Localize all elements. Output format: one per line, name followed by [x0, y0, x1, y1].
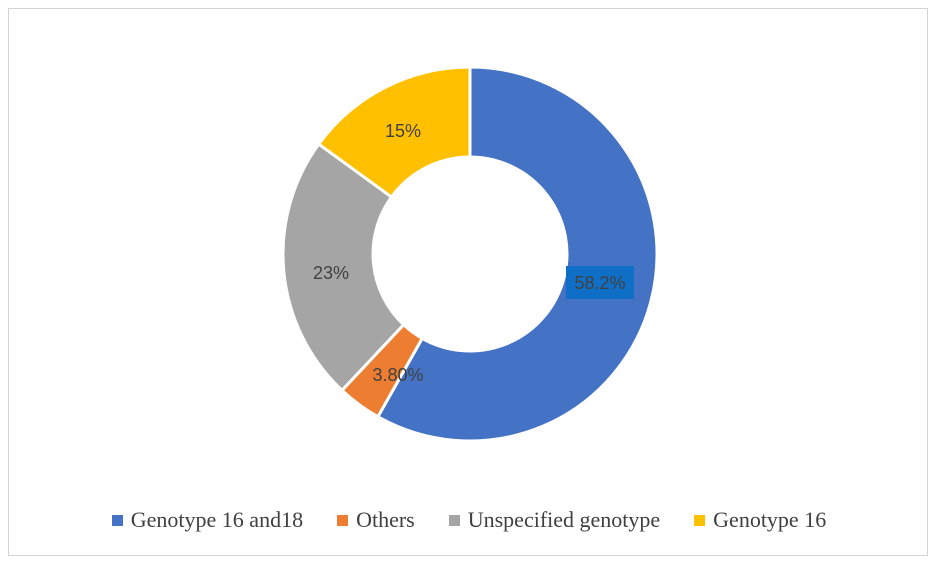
legend-swatch-genotype-16-and18 — [111, 514, 123, 526]
data-label-unspecified-genotype: 23% — [313, 263, 349, 283]
legend: Genotype 16 and18 Others Unspecified genot… — [0, 507, 938, 533]
slice-genotype-16-and18 — [375, 65, 659, 443]
legend-item-genotype-16-and18: Genotype 16 and18 — [111, 507, 304, 533]
legend-item-unspecified-genotype: Unspecified genotype — [448, 507, 661, 533]
data-label-others: 3.80% — [372, 365, 423, 385]
legend-swatch-genotype-16 — [694, 514, 706, 526]
data-label-genotype-16-and18: 58.2% — [574, 273, 625, 293]
slice-genotype-16 — [316, 65, 472, 200]
legend-item-others: Others — [337, 507, 415, 533]
legend-label-others: Others — [356, 507, 415, 532]
legend-swatch-others — [337, 514, 349, 526]
donut-slices — [281, 65, 659, 443]
data-label-genotype-16: 15% — [385, 121, 421, 141]
data-label-highlight — [566, 266, 634, 299]
legend-swatch-unspecified-genotype — [448, 514, 460, 526]
legend-label-genotype-16: Genotype 16 — [713, 507, 827, 532]
slice-unspecified-genotype — [281, 141, 406, 393]
legend-label-genotype-16-and18: Genotype 16 and18 — [130, 507, 304, 532]
legend-item-genotype-16: Genotype 16 — [694, 507, 826, 533]
slice-labels: 58.2% 3.80% 23% 15% — [313, 121, 634, 385]
legend-label-unspecified-genotype: Unspecified genotype — [467, 507, 661, 532]
